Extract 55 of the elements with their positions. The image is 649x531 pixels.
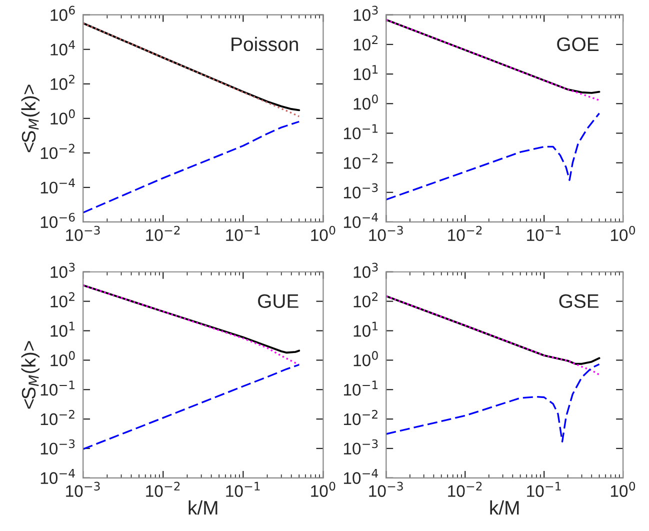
- y-tick-label: 10$^{0}$: [50, 351, 75, 366]
- y-tick-label: 10$^{−2}$: [344, 154, 378, 169]
- text: GSE: [559, 294, 599, 308]
- x-tick-label: 10$^{0}$: [610, 226, 636, 242]
- y-tick-label: 10$^{0}$: [50, 109, 75, 124]
- y-tick-label: 10$^{−2}$: [40, 410, 74, 426]
- y-tick-label: 10$^{2}$: [50, 74, 74, 90]
- y-tick-label: 10$^{−4}$: [40, 178, 75, 194]
- y-tick-label: 10$^{−2}$: [344, 410, 378, 426]
- y-tick-label: 10$^{6}$: [50, 6, 75, 21]
- x-tick-label: 10$^{−2}$: [448, 482, 482, 497]
- y-tick-label: 10$^{−6}$: [40, 212, 75, 228]
- x-tick-label: 10$^{0}$: [311, 482, 336, 497]
- y-tick-label: 10$^{−3}$: [344, 183, 378, 198]
- y-tick-label: 10$^{−3}$: [40, 439, 75, 455]
- y-tick-label: 10$^{−3}$: [344, 439, 378, 455]
- y-tick-label: 10$^{1}$: [50, 322, 75, 337]
- text: GOE: [557, 37, 599, 52]
- x-tick-label: 10$^{−1}$: [226, 482, 260, 497]
- y-tick-label: 10$^{−1}$: [344, 380, 378, 396]
- y-tick-label: 10$^{3}$: [354, 262, 378, 278]
- x-tick-label: 10$^{0}$: [610, 482, 636, 497]
- x-axis-title: k/M: [188, 500, 218, 515]
- x-tick-label: 10$^{0}$: [311, 226, 336, 242]
- y-tick-label: 10$^{−1}$: [40, 380, 74, 396]
- y-tick-label: 10$^{3}$: [50, 262, 75, 278]
- x-tick-label: 10$^{−2}$: [146, 226, 180, 242]
- y-tick-label: 10$^{−4}$: [344, 468, 378, 484]
- x-tick-label: 10$^{−3}$: [66, 482, 100, 497]
- x-tick-label: 10$^{−1}$: [527, 226, 561, 242]
- y-tick-label: 10$^{2}$: [354, 35, 378, 51]
- x-tick-label: 10$^{−2}$: [146, 482, 180, 497]
- x-tick-label: 10$^{−3}$: [369, 226, 403, 242]
- x-tick-label: 10$^{−1}$: [527, 482, 561, 497]
- y-tick-label: 10$^{1}$: [354, 65, 378, 80]
- y-tick-label: 10$^{4}$: [50, 40, 75, 56]
- x-tick-label: 10$^{−3}$: [66, 226, 100, 242]
- text: Poisson: [232, 36, 298, 52]
- y-tick-label: 10$^{2}$: [50, 292, 74, 308]
- x-axis-title: k/M: [490, 500, 519, 515]
- text: GUE: [258, 294, 298, 308]
- y-tick-label: 10$^{3}$: [354, 6, 378, 21]
- x-tick-label: 10$^{−2}$: [448, 226, 482, 242]
- y-tick-label: 10$^{2}$: [354, 292, 378, 308]
- y-tick-label: 10$^{−4}$: [344, 212, 378, 228]
- y-tick-label: 10$^{−1}$: [344, 124, 378, 140]
- y-tick-label: 10$^{0}$: [354, 94, 378, 110]
- y-tick-label: 10$^{1}$: [354, 322, 378, 337]
- x-tick-label: 10$^{−3}$: [369, 482, 403, 497]
- x-tick-label: 10$^{−1}$: [226, 226, 260, 242]
- y-axis-title: <S$_{M}$(k)>: [21, 84, 40, 152]
- y-axis-title: <S$_{M}$(k)>: [21, 341, 40, 409]
- y-tick-label: 10$^{0}$: [354, 351, 378, 366]
- y-tick-label: 10$^{−4}$: [40, 468, 75, 484]
- y-tick-label: 10$^{−2}$: [40, 144, 74, 160]
